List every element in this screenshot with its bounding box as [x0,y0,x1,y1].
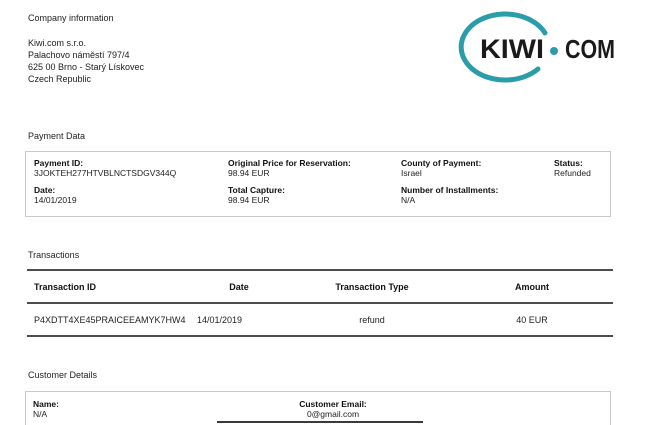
company-address-line: Kiwi.com s.r.o. [28,38,87,48]
customer-details-box [25,391,611,425]
installments-label: Number of Installments: [401,185,499,195]
transaction-amount-cell: 40 EUR [516,314,548,325]
transactions-table: Transaction ID Date Transaction Type Amo… [27,269,613,337]
logo-word-com: COM [565,34,615,64]
logo-circle-icon [458,11,548,83]
transaction-date-cell: 14/01/2019 [197,314,243,325]
status-field: Status: Refunded [554,158,610,178]
status-value: Refunded [554,167,591,178]
transaction-row: P4XDTT4XE45PRAICEEAMYK7HW4 14/01/2019 re… [27,304,613,337]
transactions-heading: Transactions [28,250,80,260]
county-of-payment-field: County of Payment: Israel [401,158,554,178]
transactions-table-header: Transaction ID Date Transaction Type Amo… [27,269,613,304]
kiwi-com-logo: KIWI COM [458,11,615,83]
transaction-type-cell: refund [359,314,385,325]
company-information-heading: Company information [28,13,114,23]
original-price-label: Original Price for Reservation: [228,158,351,168]
payment-id-field: Payment ID: 3JOKTEH277HTVBLNCTSDGV344Q [34,158,228,178]
customer-email-value: 0@gmail.com [306,409,360,419]
payment-data-box: Payment ID: 3JOKTEH277HTVBLNCTSDGV344Q O… [25,151,611,217]
company-address: Kiwi.com s.r.o. Palachovo náměstí 797/4 … [28,37,144,85]
total-capture-field: Total Capture: 98.94 EUR [228,185,401,205]
total-capture-value: 98.94 EUR [228,194,270,205]
company-address-line: Palachovo náměstí 797/4 [28,50,130,60]
customer-email-field: Customer Email: 0@gmail.com [217,399,423,423]
date-label: Date: [34,185,56,195]
logo-word-kiwi: KIWI [480,34,544,64]
transaction-id-cell: P4XDTT4XE45PRAICEEAMYK7HW4 [34,314,186,325]
county-of-payment-label: County of Payment: [401,158,482,168]
customer-email-label: Customer Email: [299,399,367,409]
payment-data-heading: Payment Data [28,131,86,141]
payment-id-label: Payment ID: [34,158,84,168]
column-header-transaction-id: Transaction ID [34,281,97,292]
date-field: Date: 14/01/2019 [34,185,228,205]
total-capture-label: Total Capture: [228,185,285,195]
customer-details-heading: Customer Details [28,370,98,380]
customer-name-value: N/A [33,409,48,419]
installments-value: N/A [401,194,416,205]
payment-id-value: 3JOKTEH277HTVBLNCTSDGV344Q [34,167,177,178]
status-label: Status: [554,158,583,168]
installments-field: Number of Installments: N/A [401,185,554,205]
logo-dot-icon [550,47,558,55]
customer-name-label: Name: [33,399,59,409]
column-header-date: Date [229,281,249,292]
original-price-value: 98.94 EUR [228,167,270,178]
company-address-line: Czech Republic [28,74,92,84]
date-value: 14/01/2019 [34,194,77,205]
original-price-field: Original Price for Reservation: 98.94 EU… [228,158,401,178]
company-address-line: 625 00 Brno - Starý Lískovec [28,62,145,72]
column-header-transaction-type: Transaction Type [335,281,409,292]
customer-name-field: Name: N/A [33,399,59,419]
column-header-amount: Amount [515,281,549,292]
county-of-payment-value: Israel [401,167,422,178]
